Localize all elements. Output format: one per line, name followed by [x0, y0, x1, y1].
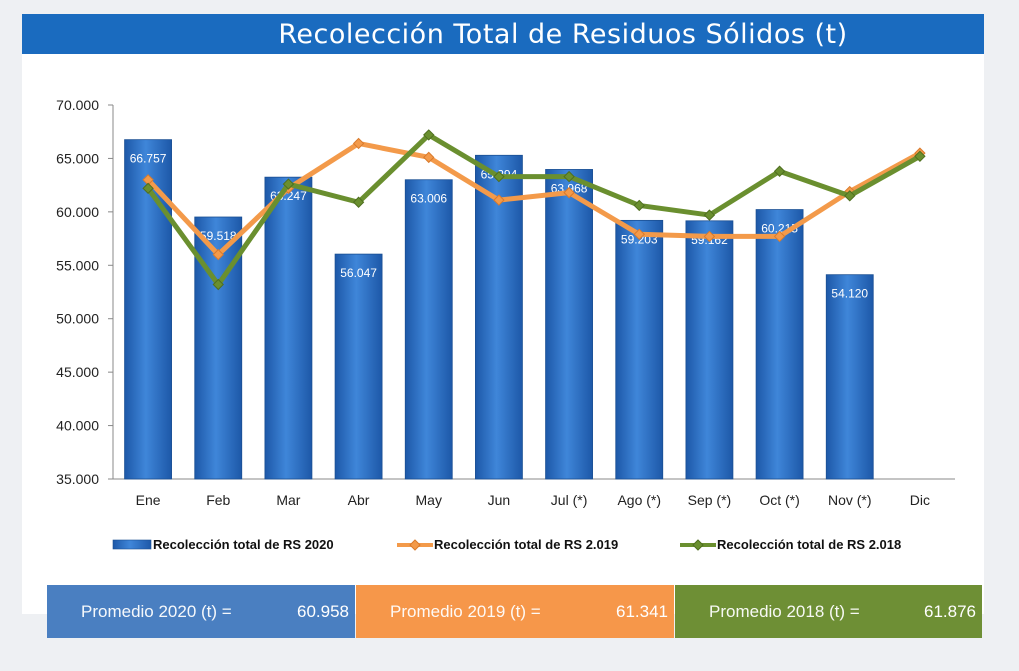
x-tick-label: Feb: [206, 492, 230, 508]
bar: [264, 176, 313, 480]
y-tick-label: 50.000: [56, 311, 99, 327]
y-tick-label: 55.000: [56, 257, 99, 273]
bar-data-label: 63.006: [410, 192, 447, 206]
series-marker: [563, 186, 575, 199]
average-2019-value: 61.341: [616, 601, 668, 621]
series-marker: [352, 196, 365, 208]
average-2020: Promedio 2020 (t) = 60.958: [47, 585, 355, 638]
series-marker: [142, 182, 154, 195]
x-tick-label: Oct (*): [759, 492, 799, 508]
series-line: [146, 132, 922, 288]
y-tick-label: 70.000: [56, 97, 99, 113]
legend-marker-2018: [692, 539, 704, 551]
title-bar: Recolección Total de Residuos Sólidos (t…: [22, 14, 984, 54]
series-marker: [703, 230, 716, 243]
average-2018: Promedio 2018 (t) = 61.876: [675, 585, 982, 638]
x-tick-label: May: [416, 492, 442, 508]
x-tick-labels: Ene Feb Mar Abr May Jun Jul (*) Ago (*) Sep (*) O…: [136, 492, 930, 508]
series-marker: [914, 150, 926, 162]
series-marker: [282, 178, 295, 190]
y-tick-label: 45.000: [56, 364, 99, 380]
bar-data-label: 59.518: [200, 229, 237, 243]
series-marker: [703, 209, 716, 221]
series-marker: [633, 228, 645, 241]
legend-label-2020: Recolección total de RS 2020: [153, 537, 334, 552]
x-tick-label: Mar: [276, 492, 300, 508]
y-tick-label: 40.000: [56, 418, 99, 434]
series-marker: [493, 194, 505, 206]
x-tick-label: Jun: [488, 492, 511, 508]
bar-data-label: 66.757: [130, 152, 167, 166]
bar: [615, 219, 664, 480]
average-2020-label: Promedio 2020 (t) =: [81, 601, 232, 621]
bar: [755, 209, 804, 480]
series-marker: [493, 170, 505, 183]
bar: [685, 220, 734, 480]
average-2019-label: Promedio 2019 (t) =: [390, 601, 541, 621]
series-line: [146, 140, 922, 258]
x-tick-label: Sep (*): [688, 492, 732, 508]
series-marker: [212, 278, 224, 291]
x-tick-label: Abr: [348, 492, 370, 508]
chart-title: Recolección Total de Residuos Sólidos (t…: [278, 18, 848, 50]
bar: [475, 154, 523, 480]
series-marker: [212, 248, 224, 261]
legend-label-2018: Recolección total de RS 2.018: [717, 537, 901, 552]
average-2018-label: Promedio 2018 (t) =: [709, 601, 860, 621]
bar: [334, 253, 383, 480]
series-marker: [773, 165, 786, 177]
y-tick-label: 60.000: [56, 204, 99, 220]
y-tick-label: 65.000: [56, 150, 99, 166]
legend-swatch-2020: [112, 539, 152, 550]
average-2019: Promedio 2019 (t) = 61.341: [356, 585, 674, 638]
legend-marker-2019: [409, 539, 421, 551]
series-lines: [142, 129, 926, 291]
bar: [545, 169, 593, 480]
series-marker: [423, 129, 435, 141]
y-tick-label: 35.000: [56, 471, 99, 487]
x-tick-label: Ago (*): [617, 492, 661, 508]
bar-data-label: 54.120: [831, 287, 868, 301]
legend-label-2019: Recolección total de RS 2.019: [434, 537, 618, 552]
bar-labels: 66.75759.51863.24756.04763.00665.29463.9…: [130, 152, 869, 301]
bar-data-label: 56.047: [340, 266, 377, 280]
series-marker: [563, 170, 575, 183]
average-2020-value: 60.958: [297, 601, 349, 621]
x-tick-label: Dic: [910, 492, 930, 508]
x-tick-label: Nov (*): [828, 492, 872, 508]
series-marker: [773, 230, 786, 243]
axes: 35.000 40.000 45.000 50.000 55.000 60.000 65.0…: [56, 97, 955, 487]
series-marker: [423, 151, 435, 164]
bars: [124, 139, 874, 480]
x-tick-label: Jul (*): [551, 492, 588, 508]
series-marker: [844, 190, 856, 202]
legend: Recolección total de RS 2020 Recolección …: [112, 537, 901, 552]
bar: [825, 274, 874, 480]
average-2018-value: 61.876: [924, 601, 976, 621]
x-tick-label: Ene: [136, 492, 161, 508]
series-marker: [633, 199, 645, 212]
bar: [404, 179, 453, 480]
series-marker: [352, 137, 365, 150]
